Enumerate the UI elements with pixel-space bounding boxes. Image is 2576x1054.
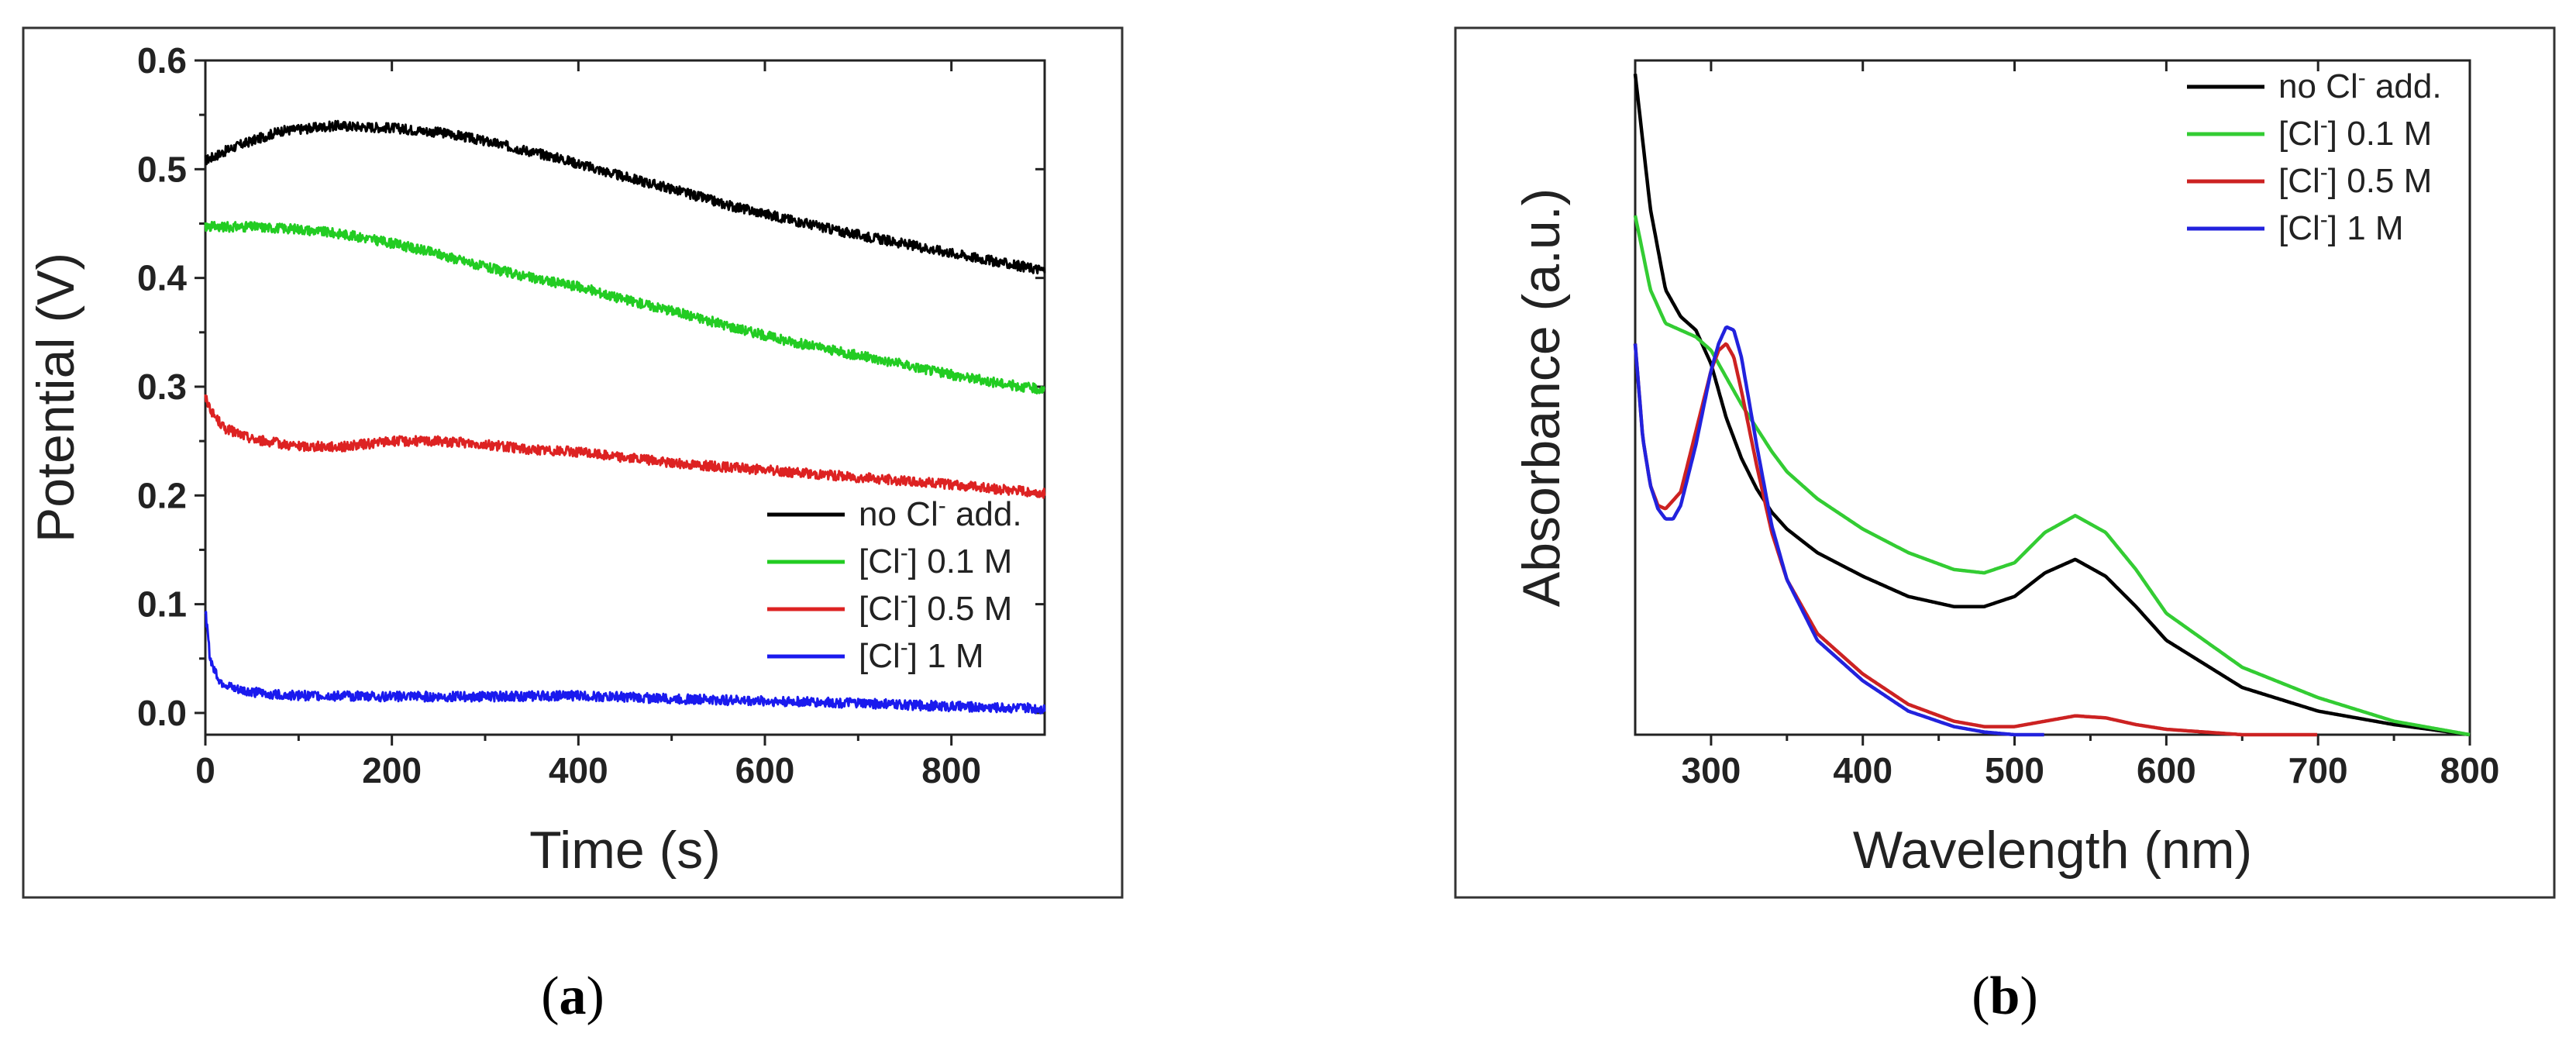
p0-series-line-2 [204,394,1046,499]
p1-y-axis-label: Absorbance (a.u.) [1512,188,1571,608]
p1-legend-label-0: no Cl- add. [2278,65,2442,105]
p0-x-tick-label: 0 [195,750,215,790]
chart-a: 0 200 400 600 800 0.0 0.1 0.2 0.3 0.4 0.5 0.6 Time (… [26,40,1046,880]
p1-x-axis-label: Wavelength (nm) [1853,821,2252,880]
p0-y-tick-label: 0.1 [137,584,187,625]
p1-legend-label-1: [Cl-] 0.1 M [2278,112,2432,153]
chart-b: 300 400 500 600 700 800 Wavelength (nm) Absorba… [1512,59,2500,880]
p1-x-tick-label: 600 [2137,750,2196,790]
p0-y-tick-label: 0.5 [137,149,187,189]
p0-y-tick-label: 0.3 [137,367,187,407]
p0-legend-label-2: [Cl-] 0.5 M [859,587,1012,628]
p0-y-axis-label: Potential (V) [26,253,85,542]
p0-x-tick-label: 400 [549,750,608,790]
p0-legend-label-0: no Cl- add. [859,493,1022,533]
p1-series-line-3 [1633,325,2045,737]
p1-x-tick-label: 700 [2288,750,2348,790]
p1-series-line-0 [1633,74,2471,737]
p0-series-line-3 [204,611,1046,715]
p0-x-tick-label: 200 [362,750,422,790]
p1-x-tick-label: 400 [1833,750,1892,790]
p0-series-line-1 [204,220,1045,394]
panel-a-label: (a) [541,966,604,1026]
p0-legend-label-1: [Cl-] 0.1 M [859,540,1012,580]
p0-y-tick-label: 0.0 [137,693,187,733]
p0-x-tick-label: 800 [921,750,981,790]
p0-legend-label-3: [Cl-] 1 M [859,635,984,675]
p0-x-tick-label: 600 [735,750,795,790]
p1-x-tick-label: 300 [1682,750,1741,790]
p0-y-tick-label: 0.4 [137,258,187,298]
p1-plot-area [1634,59,2471,736]
p1-legend-label-2: [Cl-] 0.5 M [2278,160,2432,200]
p1-x-tick-label: 500 [1985,750,2044,790]
p0-x-axis-label: Time (s) [529,821,721,880]
p0-y-tick-label: 0.2 [137,475,187,515]
panel-b-frame [1454,26,2556,899]
p0-plot-area [204,59,1046,736]
panel-a-frame [22,26,1124,899]
p0-series-line-0 [204,119,1046,275]
p0-y-tick-label: 0.6 [137,40,187,81]
p1-series-line-1 [1633,215,2471,737]
p1-series-line-2 [1633,342,2318,737]
p1-legend-label-3: [Cl-] 1 M [2278,207,2404,247]
panel-b-label: (b) [1972,966,2038,1026]
p1-x-tick-label: 800 [2440,750,2500,790]
